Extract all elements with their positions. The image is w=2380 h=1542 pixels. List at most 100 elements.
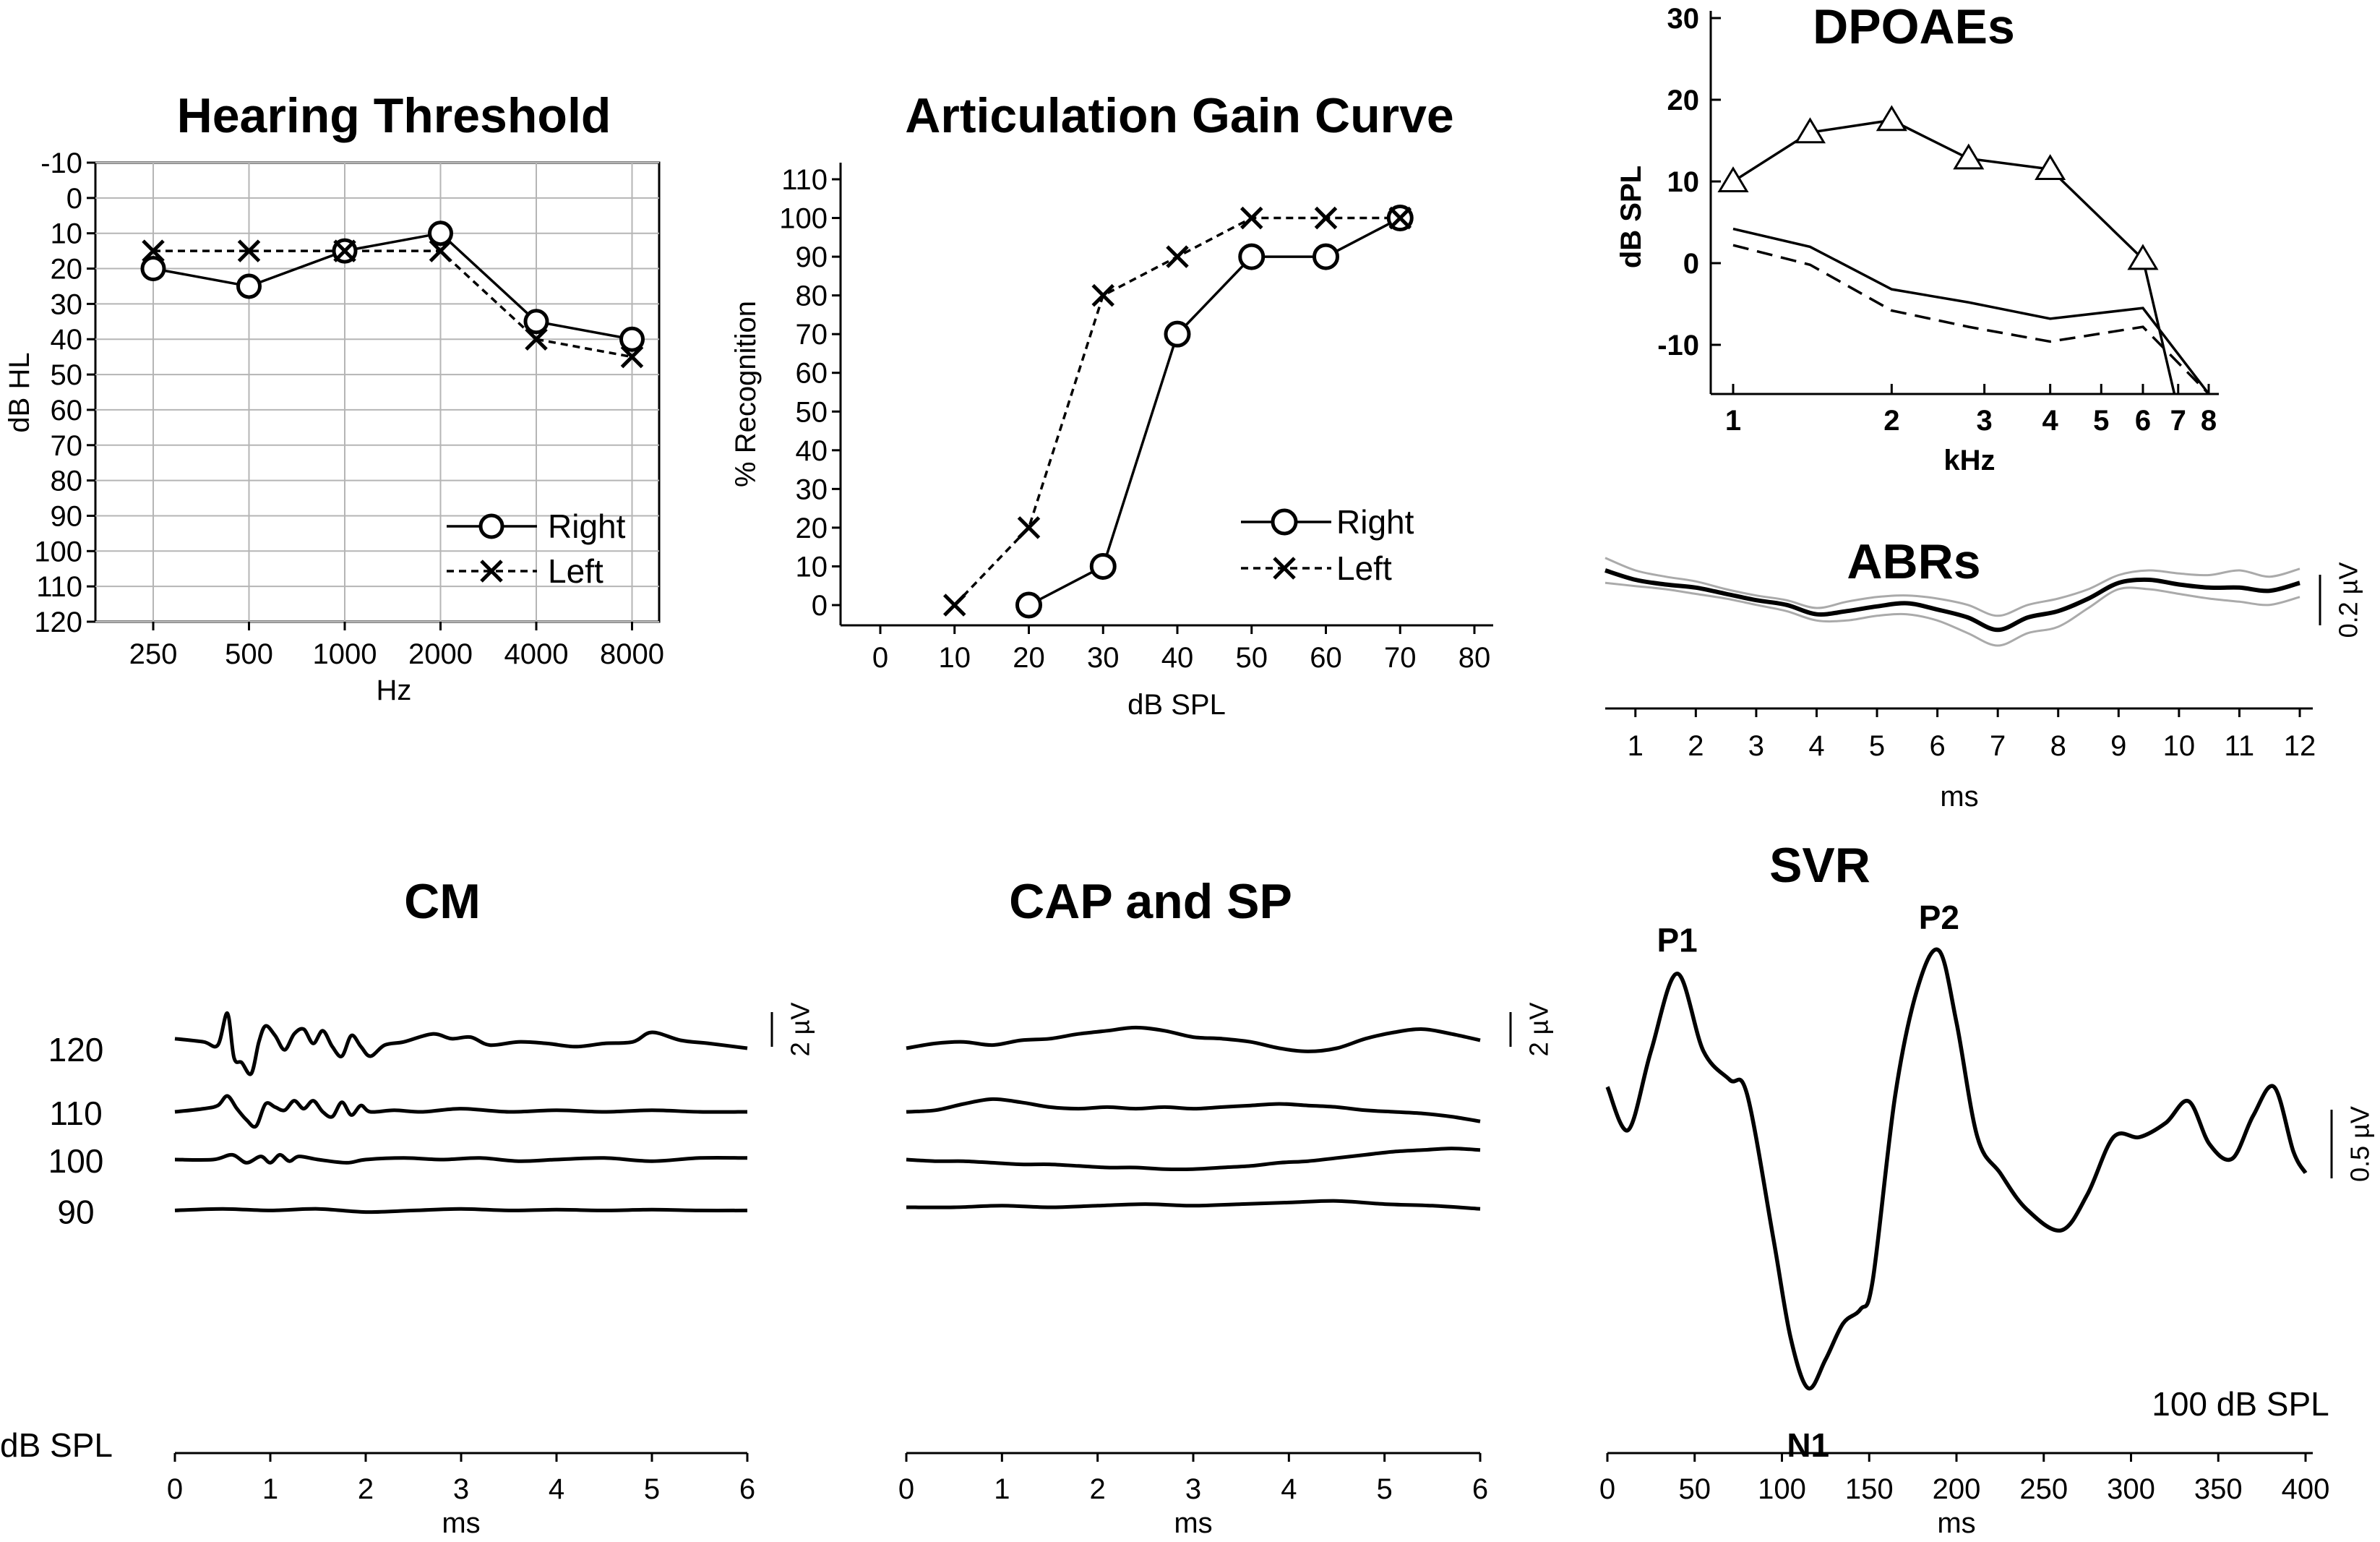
agc-point-right bbox=[1164, 320, 1191, 348]
dpoae-ytick-label: 10 bbox=[1667, 166, 1700, 198]
hearing-legend-label: Left bbox=[548, 552, 603, 590]
cap-sp-panel: CAP and SP 0 1 2 3 4 5 6 ms 2 µV bbox=[898, 874, 1554, 1539]
cap-xtick-label: 5 bbox=[1377, 1473, 1393, 1505]
dpoae-series-line-2 bbox=[1732, 244, 2210, 394]
abr-xtick-label: 8 bbox=[2050, 730, 2066, 762]
hearing-point-left bbox=[525, 327, 548, 351]
agc-series-line-left bbox=[953, 216, 1401, 607]
cm-xlabel: ms bbox=[442, 1507, 480, 1539]
hearing-ytick-label: 90 bbox=[51, 500, 83, 532]
svr-peak-label-p2: P2 bbox=[1919, 899, 1959, 936]
abr-xtick-label: 5 bbox=[1869, 730, 1885, 762]
dpoae-point bbox=[1794, 117, 1826, 144]
agc-point-right bbox=[1089, 552, 1117, 580]
articulation-gain-panel: Articulation Gain Curve 0 10 20 30 40 50 60 70 80… bbox=[730, 88, 1493, 721]
agc-ytick-label: 50 bbox=[796, 396, 828, 428]
svr-xlabel: ms bbox=[1937, 1507, 1975, 1539]
abr-xtick-label: 11 bbox=[2225, 730, 2255, 762]
hearing-xtick-label: 250 bbox=[129, 638, 178, 670]
agc-ytick-label: 100 bbox=[779, 203, 828, 235]
cm-xtick-label: 2 bbox=[358, 1473, 374, 1505]
svr-stimulus-label: 100 dB SPL bbox=[2152, 1385, 2329, 1423]
cap-scale-bar-label: 2 µV bbox=[1524, 1003, 1554, 1057]
agc-ytick-label: 20 bbox=[796, 513, 828, 544]
cm-trace-0 bbox=[174, 1011, 748, 1076]
dpoae-ytick-label: 30 bbox=[1667, 3, 1700, 35]
agc-ytick-label: 70 bbox=[796, 319, 828, 351]
dpoae-xlabel: kHz bbox=[1943, 445, 1995, 476]
svr-xtick-label: 200 bbox=[1933, 1473, 1981, 1505]
cm-xtick-label: 3 bbox=[453, 1473, 469, 1505]
hearing-point-left bbox=[237, 239, 261, 262]
hearing-series-line-right bbox=[152, 231, 632, 340]
agc-xtick-label: 50 bbox=[1236, 642, 1268, 674]
svr-title: SVR bbox=[1769, 838, 1870, 893]
agc-point-right bbox=[1238, 243, 1266, 270]
dpoae-xtick-label: 6 bbox=[2135, 405, 2151, 437]
agc-title: Articulation Gain Curve bbox=[905, 88, 1453, 143]
svr-xtick-label: 0 bbox=[1599, 1473, 1615, 1505]
agc-ytick-label: 110 bbox=[781, 164, 828, 196]
agc-ytick-label: 90 bbox=[796, 241, 828, 273]
cap-xtick-label: 0 bbox=[898, 1473, 914, 1505]
hearing-ytick-label: 60 bbox=[51, 395, 83, 427]
hearing-ytick-label: 80 bbox=[51, 466, 83, 497]
hearing-ytick-label: 20 bbox=[51, 254, 83, 286]
hearing-xlabel: Hz bbox=[377, 674, 412, 706]
hearing-point-right bbox=[428, 220, 453, 247]
hearing-point-right bbox=[619, 326, 645, 352]
cm-trace-2 bbox=[174, 1152, 748, 1165]
abr-xlabel: ms bbox=[1940, 781, 1978, 813]
agc-point-left bbox=[1017, 516, 1041, 539]
cm-xtick-label: 6 bbox=[739, 1473, 755, 1505]
hearing-ytick-label: -10 bbox=[40, 147, 82, 179]
svr-xtick-label: 150 bbox=[1845, 1473, 1894, 1505]
dpoae-ytick-label: 20 bbox=[1667, 85, 1700, 116]
cap-trace-3 bbox=[906, 1199, 1481, 1211]
agc-point-right bbox=[1015, 591, 1042, 619]
dpoae-point bbox=[1876, 105, 1907, 132]
abr-xtick-label: 9 bbox=[2110, 730, 2126, 762]
agc-xtick-label: 70 bbox=[1384, 642, 1417, 674]
cm-xtick-label: 0 bbox=[167, 1473, 183, 1505]
hearing-point-left bbox=[333, 239, 356, 262]
hearing-legend-marker bbox=[480, 560, 503, 583]
hearing-point-left bbox=[620, 345, 644, 369]
hearing-ytick-label: 40 bbox=[51, 324, 83, 356]
dpoae-series-line-1 bbox=[1732, 227, 2210, 394]
abr-xtick-label: 10 bbox=[2163, 730, 2196, 762]
cm-xtick-label: 4 bbox=[549, 1473, 564, 1505]
dpoae-xtick-label: 4 bbox=[2042, 405, 2059, 437]
svr-xtick-label: 250 bbox=[2019, 1473, 2068, 1505]
dpoae-point bbox=[2127, 244, 2159, 270]
cap-trace-2 bbox=[906, 1147, 1481, 1171]
cap-xtick-label: 4 bbox=[1281, 1473, 1297, 1505]
hearing-ytick-label: 120 bbox=[34, 607, 82, 638]
dpoae-panel: DPOAEs -10 0 10 20 30 1 2 3 4 5 6 7 8 kHz dB SPL bbox=[1615, 0, 2219, 476]
cap-trace-0 bbox=[906, 1025, 1481, 1053]
dpoae-xtick-label: 3 bbox=[1977, 405, 1993, 437]
agc-ytick-label: 30 bbox=[796, 474, 828, 505]
dpoae-ylabel: dB SPL bbox=[1615, 166, 1647, 268]
svr-scale-bar-label: 0.5 µV bbox=[2345, 1106, 2375, 1182]
cap-xtick-label: 1 bbox=[994, 1473, 1010, 1505]
agc-xtick-label: 40 bbox=[1161, 642, 1194, 674]
hearing-point-right bbox=[523, 309, 549, 335]
agc-xtick-label: 30 bbox=[1087, 642, 1120, 674]
cm-level-label: 100 bbox=[48, 1142, 104, 1180]
svr-xtick-label: 50 bbox=[1679, 1473, 1711, 1505]
abr-series-mean bbox=[1604, 568, 2300, 633]
cap-xtick-label: 3 bbox=[1185, 1473, 1201, 1505]
svr-trace bbox=[1605, 947, 2308, 1391]
agc-point-left bbox=[1166, 245, 1189, 268]
svr-peak-label-n1: N1 bbox=[1787, 1426, 1829, 1464]
hearing-legend-label: Right bbox=[548, 507, 626, 545]
dpoae-point bbox=[1953, 143, 1985, 170]
cm-scale-bar-label: 2 µV bbox=[786, 1003, 815, 1057]
agc-xtick-label: 0 bbox=[872, 642, 888, 674]
agc-ylabel: % Recognition bbox=[730, 301, 762, 487]
agc-xtick-label: 10 bbox=[939, 642, 971, 674]
dpoae-series-line-0 bbox=[1732, 119, 2176, 394]
